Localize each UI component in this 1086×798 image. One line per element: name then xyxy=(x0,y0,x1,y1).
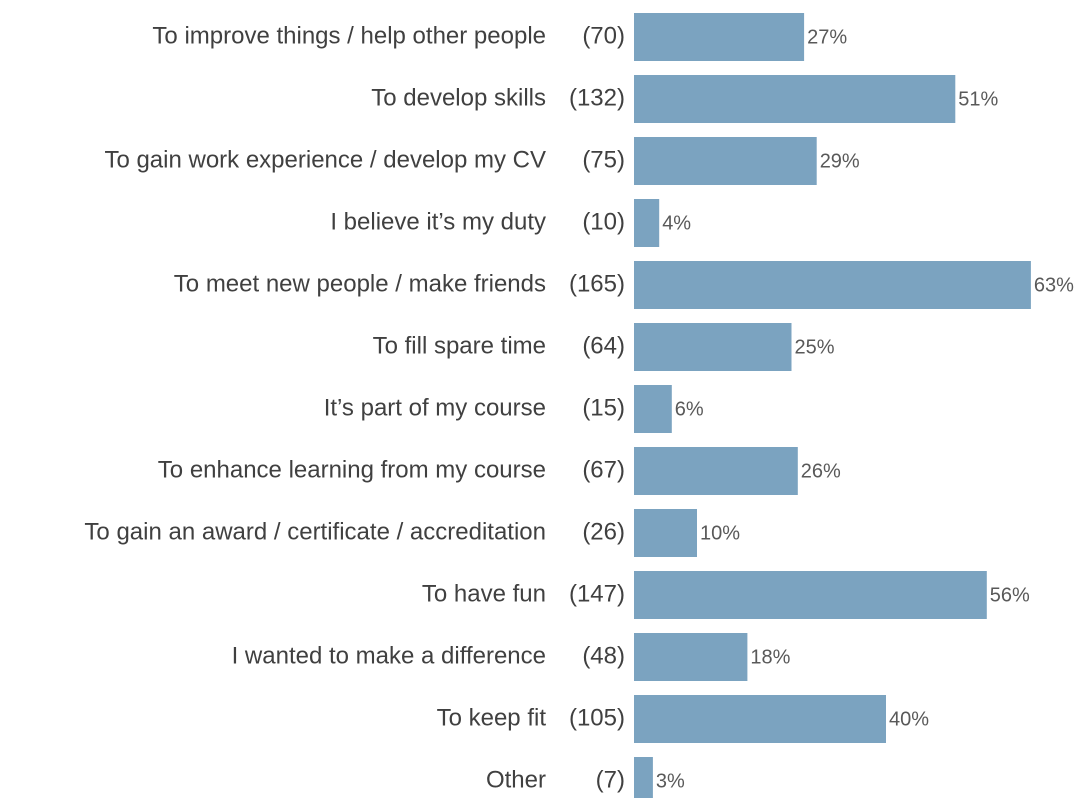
value-label: 29% xyxy=(820,150,860,172)
count-label: (26) xyxy=(582,518,625,545)
category-label: To enhance learning from my course xyxy=(158,456,546,483)
category-label: To keep fit xyxy=(437,704,547,731)
bar xyxy=(634,199,660,247)
category-label: Other xyxy=(486,766,546,793)
category-label: To develop skills xyxy=(371,84,546,111)
value-label: 27% xyxy=(807,26,847,48)
value-label: 18% xyxy=(750,646,790,668)
category-label: To meet new people / make friends xyxy=(174,270,546,297)
category-label: I believe it’s my duty xyxy=(330,208,546,235)
category-label: To fill spare time xyxy=(373,332,546,359)
value-label: 40% xyxy=(889,708,929,730)
count-label: (132) xyxy=(569,84,625,111)
value-label: 6% xyxy=(675,398,704,420)
count-label: (15) xyxy=(582,394,625,421)
bar xyxy=(634,385,672,433)
value-label: 4% xyxy=(662,212,691,234)
bar xyxy=(634,323,792,371)
bar xyxy=(634,13,805,61)
bar xyxy=(634,261,1031,309)
bar xyxy=(634,137,817,185)
value-label: 63% xyxy=(1034,274,1074,296)
bar xyxy=(634,695,886,743)
bar xyxy=(634,75,956,123)
bar xyxy=(634,757,653,798)
count-label: (147) xyxy=(569,580,625,607)
bar xyxy=(634,571,987,619)
category-label: To gain work experience / develop my CV xyxy=(104,146,546,173)
value-label: 10% xyxy=(700,522,740,544)
count-label: (105) xyxy=(569,704,625,731)
bar xyxy=(634,633,748,681)
value-label: 3% xyxy=(656,770,685,792)
value-label: 51% xyxy=(958,88,998,110)
bar xyxy=(634,509,697,557)
count-label: (10) xyxy=(582,208,625,235)
count-label: (75) xyxy=(582,146,625,173)
category-label: It’s part of my course xyxy=(324,394,546,421)
category-label: To gain an award / certificate / accredi… xyxy=(84,518,546,545)
count-label: (48) xyxy=(582,642,625,669)
category-label: I wanted to make a difference xyxy=(232,642,546,669)
bar xyxy=(634,447,798,495)
value-label: 25% xyxy=(795,336,835,358)
count-label: (70) xyxy=(582,22,625,49)
count-label: (165) xyxy=(569,270,625,297)
value-label: 56% xyxy=(990,584,1030,606)
value-label: 26% xyxy=(801,460,841,482)
category-label: To have fun xyxy=(422,580,546,607)
count-label: (64) xyxy=(582,332,625,359)
category-label: To improve things / help other people xyxy=(152,22,546,49)
count-label: (67) xyxy=(582,456,625,483)
count-label: (7) xyxy=(596,766,625,793)
